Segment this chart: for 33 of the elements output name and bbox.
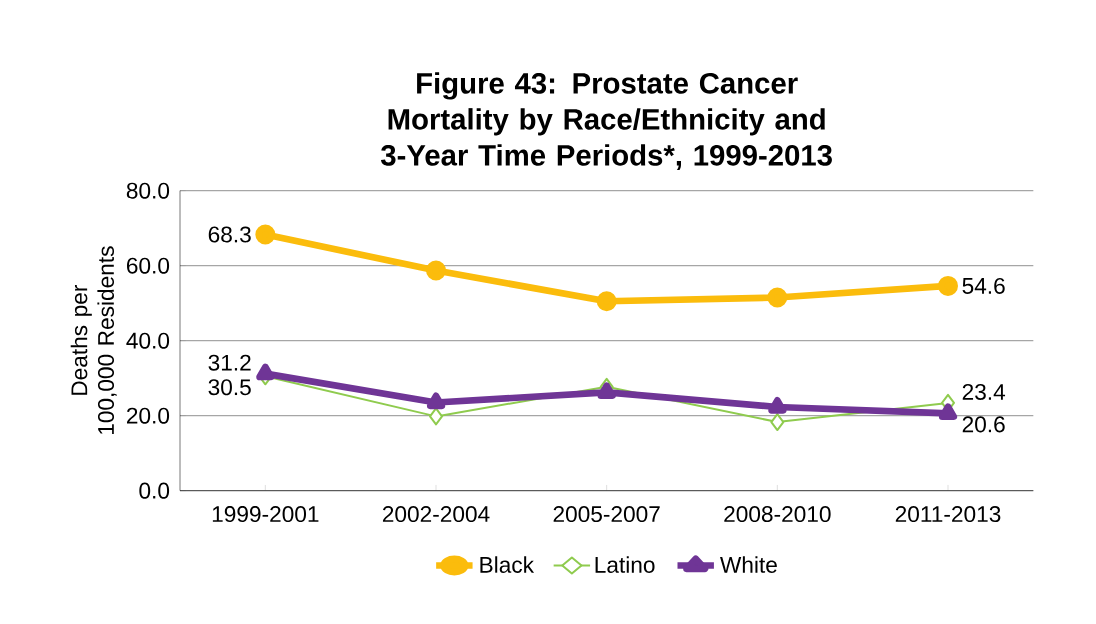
y-tick-label: 60.0 <box>127 257 170 274</box>
x-tick-label: 2008-2010 <box>724 506 831 523</box>
x-tick-label: 2011-2013 <box>895 506 1001 523</box>
data-label: 54.6 <box>962 277 1005 294</box>
chart-title: Figure 43: Prostate Cancer Mortality by Race/Ethnicity and 3-Year Time Periods*, 1999-2013 <box>380 72 832 170</box>
y-tick-label: 20.0 <box>127 407 170 424</box>
point <box>255 224 276 245</box>
point <box>767 287 788 308</box>
point <box>426 260 447 281</box>
data-label: 68.3 <box>208 226 251 243</box>
data-label: 31.2 <box>208 354 251 371</box>
x-tick-label: 2005-2007 <box>553 506 660 523</box>
point <box>426 392 446 410</box>
data-label: 23.4 <box>962 383 1006 400</box>
point <box>429 407 444 426</box>
y-axis-title: Deaths per 100,000 Residents <box>70 246 117 435</box>
point <box>256 363 275 381</box>
x-tick-label: 2002-2004 <box>382 506 490 523</box>
legend-label: Latino <box>595 556 655 573</box>
legend-label: Black <box>480 556 535 573</box>
point <box>597 382 616 400</box>
point <box>938 403 958 421</box>
data-label: 20.6 <box>962 416 1005 433</box>
y-tick-label: 40.0 <box>126 332 170 349</box>
data-label: 30.5 <box>208 379 251 396</box>
x-tick-label: 1999-2001 <box>212 506 319 523</box>
point <box>596 291 617 312</box>
y-tick-label: 0.0 <box>139 482 170 499</box>
y-tick-label: 80.0 <box>126 182 170 199</box>
point <box>938 275 959 296</box>
legend-label: White <box>720 556 777 573</box>
point <box>768 397 787 414</box>
point <box>770 413 785 432</box>
